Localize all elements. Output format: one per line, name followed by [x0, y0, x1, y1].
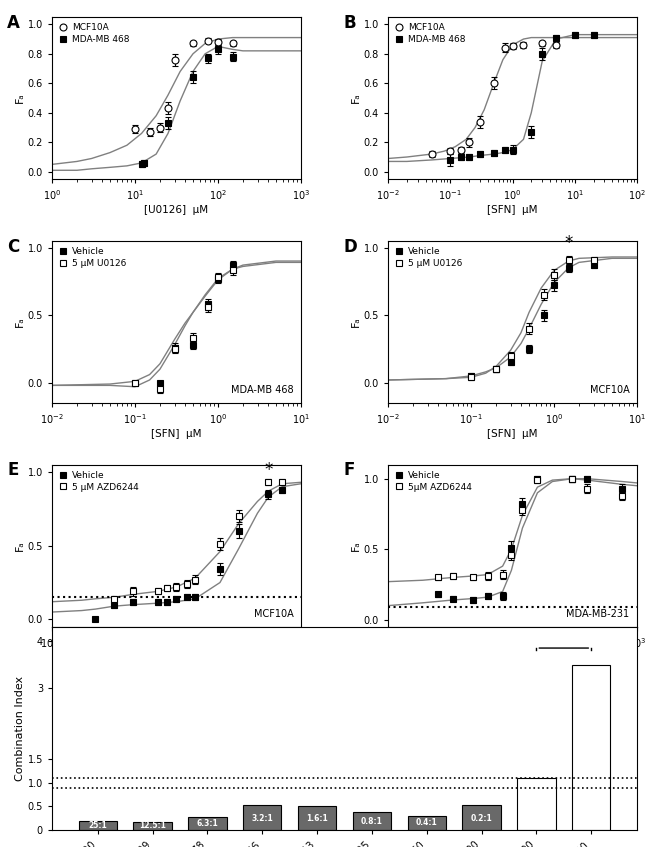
Bar [462, 805, 500, 830]
Y-axis label: Fₐ: Fₐ [15, 92, 25, 103]
Text: 0.2:1: 0.2:1 [471, 814, 493, 822]
Y-axis label: Combination Index: Combination Index [15, 676, 25, 781]
Text: 1.6:1: 1.6:1 [306, 814, 328, 822]
Text: *: * [564, 234, 573, 252]
Text: B: B [343, 14, 356, 31]
Legend: Vehicle, 5 μM AZD6244: Vehicle, 5 μM AZD6244 [57, 469, 140, 494]
Text: MDA-MB 468: MDA-MB 468 [231, 385, 293, 395]
Text: MCF10A: MCF10A [254, 609, 293, 618]
Y-axis label: Fₐ: Fₐ [351, 540, 361, 551]
X-axis label: [SFN]  μM: [SFN] μM [488, 429, 538, 439]
Text: MCF10A: MCF10A [590, 385, 630, 395]
Text: MDA-MB-231: MDA-MB-231 [566, 609, 630, 618]
Text: 6.3:1: 6.3:1 [196, 819, 218, 828]
Legend: Vehicle, 5 μM U0126: Vehicle, 5 μM U0126 [393, 246, 464, 269]
Text: 25:1: 25:1 [88, 821, 107, 830]
Bar [572, 665, 610, 830]
Y-axis label: Fₐ: Fₐ [15, 317, 25, 327]
Bar [517, 778, 556, 830]
Text: E: E [7, 462, 19, 479]
Bar [298, 806, 336, 830]
Text: *: * [264, 462, 272, 479]
Text: D: D [343, 237, 357, 256]
Bar [79, 821, 117, 830]
X-axis label: [SFN]  μM: [SFN] μM [488, 652, 538, 662]
Y-axis label: Fₐ: Fₐ [351, 317, 361, 327]
Text: 3.2:1: 3.2:1 [252, 814, 273, 822]
Text: 0.8:1: 0.8:1 [361, 817, 383, 826]
Text: A: A [7, 14, 20, 31]
Legend: MCF10A, MDA-MB 468: MCF10A, MDA-MB 468 [57, 21, 131, 46]
Bar [243, 805, 281, 830]
Text: 0.4:1: 0.4:1 [416, 818, 437, 828]
Bar [353, 812, 391, 830]
Legend: Vehicle, 5μM AZD6244: Vehicle, 5μM AZD6244 [393, 469, 474, 494]
Bar [188, 817, 227, 830]
Y-axis label: Fₐ: Fₐ [15, 540, 25, 551]
Text: C: C [7, 237, 20, 256]
Bar [408, 816, 446, 830]
Text: 12.5:1: 12.5:1 [139, 822, 166, 830]
X-axis label: [SFN]  μM: [SFN] μM [151, 429, 202, 439]
Bar [133, 822, 172, 830]
Legend: Vehicle, 5 μM U0126: Vehicle, 5 μM U0126 [57, 246, 128, 269]
X-axis label: [SFN]  μM: [SFN] μM [151, 652, 202, 662]
Legend: MCF10A, MDA-MB 468: MCF10A, MDA-MB 468 [393, 21, 467, 46]
X-axis label: [SFN]  μM: [SFN] μM [488, 205, 538, 215]
Text: F: F [343, 462, 355, 479]
Y-axis label: Fₐ: Fₐ [351, 92, 361, 103]
X-axis label: [U0126]  μM: [U0126] μM [144, 205, 209, 215]
